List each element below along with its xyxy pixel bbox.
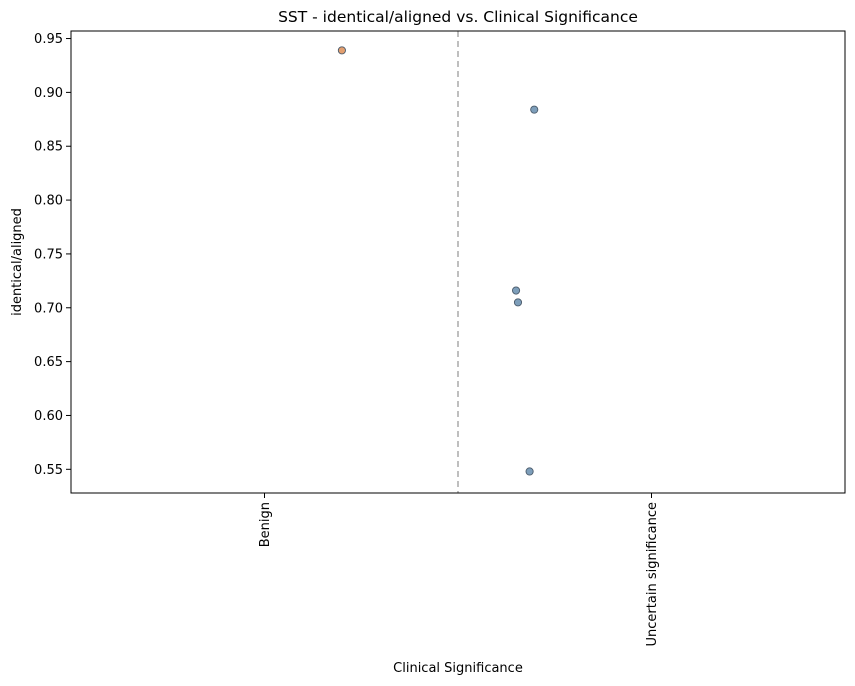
plot-frame [70, 30, 846, 494]
data-point-uncertain-significance [513, 298, 523, 307]
y-axis: 0.55 0.60 0.65 0.70 0.75 0.80 0.85 0.90 0.95 [34, 32, 71, 478]
y-tick-label: 0.85 [34, 140, 63, 155]
x-tick-label-uncertain-significance: Uncertain significance [645, 502, 660, 646]
y-tick-label: 0.65 [34, 355, 63, 370]
data-point-uncertain-significance [530, 105, 539, 114]
marks-layer [337, 46, 539, 476]
x-tick-label-benign: Benign [258, 502, 273, 547]
y-tick-label: 0.95 [34, 32, 63, 47]
data-point-uncertain-significance [512, 286, 521, 295]
y-tick-label: 0.60 [34, 409, 63, 424]
y-axis-title: identical/aligned [10, 208, 25, 316]
data-point-benign [337, 46, 346, 55]
x-axis: Benign Uncertain significance [258, 493, 660, 646]
y-tick-label: 0.80 [34, 194, 63, 209]
y-tick-label: 0.70 [34, 301, 63, 316]
y-tick-label: 0.75 [34, 247, 63, 262]
y-tick-label: 0.55 [34, 463, 63, 478]
data-point-uncertain-significance [525, 467, 534, 476]
y-tick-label: 0.90 [34, 86, 63, 101]
chart-title: SST - identical/aligned vs. Clinical Sig… [278, 8, 638, 26]
x-axis-title: Clinical Significance [393, 661, 523, 676]
